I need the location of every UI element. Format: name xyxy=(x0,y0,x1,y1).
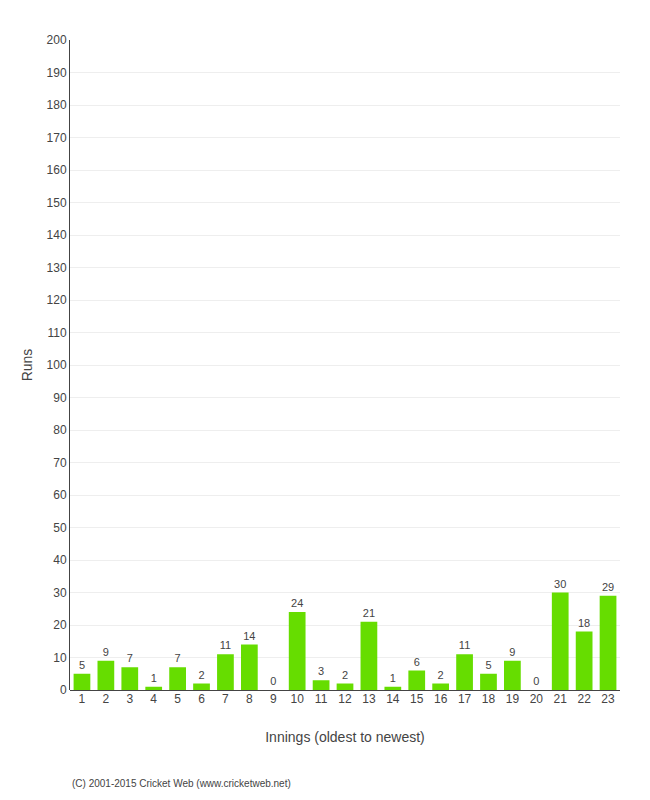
svg-text:16: 16 xyxy=(434,692,448,706)
svg-text:0: 0 xyxy=(270,675,276,687)
svg-text:3: 3 xyxy=(126,692,133,706)
svg-text:21: 21 xyxy=(363,607,375,619)
svg-text:20: 20 xyxy=(530,692,544,706)
svg-text:110: 110 xyxy=(47,326,66,340)
svg-text:Runs: Runs xyxy=(19,349,35,382)
svg-text:2: 2 xyxy=(342,669,348,681)
svg-text:19: 19 xyxy=(506,692,520,706)
svg-text:9: 9 xyxy=(103,646,109,658)
svg-text:9: 9 xyxy=(509,646,515,658)
svg-text:180: 180 xyxy=(47,98,67,112)
svg-text:10: 10 xyxy=(53,651,67,665)
svg-text:30: 30 xyxy=(554,578,566,590)
svg-text:150: 150 xyxy=(47,196,67,210)
svg-text:100: 100 xyxy=(47,358,67,372)
svg-text:12: 12 xyxy=(338,692,352,706)
svg-text:170: 170 xyxy=(47,131,67,145)
svg-text:120: 120 xyxy=(47,293,67,307)
svg-text:50: 50 xyxy=(53,521,67,535)
svg-text:4: 4 xyxy=(150,692,157,706)
svg-text:11: 11 xyxy=(315,692,328,706)
svg-text:1: 1 xyxy=(151,672,157,684)
svg-text:2: 2 xyxy=(438,669,444,681)
svg-text:18: 18 xyxy=(482,692,496,706)
svg-text:1: 1 xyxy=(390,672,396,684)
svg-text:Innings (oldest to newest): Innings (oldest to newest) xyxy=(265,729,425,745)
svg-text:3: 3 xyxy=(318,665,324,677)
svg-text:90: 90 xyxy=(53,391,67,405)
svg-text:24: 24 xyxy=(291,597,303,609)
svg-text:7: 7 xyxy=(127,652,133,664)
svg-text:2: 2 xyxy=(103,692,110,706)
svg-text:14: 14 xyxy=(386,692,400,706)
svg-text:40: 40 xyxy=(53,553,67,567)
svg-text:2: 2 xyxy=(198,669,204,681)
svg-text:30: 30 xyxy=(53,586,67,600)
svg-text:5: 5 xyxy=(174,692,181,706)
svg-text:140: 140 xyxy=(47,228,67,242)
svg-text:7: 7 xyxy=(175,652,181,664)
svg-text:0: 0 xyxy=(60,683,67,697)
svg-text:20: 20 xyxy=(53,618,67,632)
svg-text:(C) 2001-2015 Cricket Web (www: (C) 2001-2015 Cricket Web (www.cricketwe… xyxy=(72,778,291,789)
svg-text:13: 13 xyxy=(362,692,376,706)
svg-text:70: 70 xyxy=(53,456,67,470)
svg-text:21: 21 xyxy=(554,692,568,706)
svg-text:5: 5 xyxy=(79,659,85,671)
svg-text:17: 17 xyxy=(458,692,472,706)
svg-text:190: 190 xyxy=(47,66,67,80)
svg-text:1: 1 xyxy=(79,692,86,706)
svg-text:160: 160 xyxy=(47,163,67,177)
svg-text:11: 11 xyxy=(459,639,470,651)
svg-text:6: 6 xyxy=(414,656,420,668)
svg-text:11: 11 xyxy=(220,639,231,651)
svg-text:6: 6 xyxy=(198,692,205,706)
svg-text:5: 5 xyxy=(485,659,491,671)
svg-text:7: 7 xyxy=(222,692,229,706)
svg-text:130: 130 xyxy=(47,261,67,275)
svg-text:22: 22 xyxy=(577,692,591,706)
svg-text:80: 80 xyxy=(53,423,67,437)
svg-text:0: 0 xyxy=(533,675,539,687)
svg-text:60: 60 xyxy=(53,488,67,502)
svg-text:9: 9 xyxy=(270,692,277,706)
svg-text:10: 10 xyxy=(290,692,304,706)
svg-text:29: 29 xyxy=(602,581,614,593)
svg-text:18: 18 xyxy=(578,617,590,629)
svg-text:23: 23 xyxy=(601,692,615,706)
svg-text:8: 8 xyxy=(246,692,253,706)
svg-text:200: 200 xyxy=(47,33,67,47)
svg-text:14: 14 xyxy=(243,630,255,642)
svg-text:15: 15 xyxy=(410,692,424,706)
